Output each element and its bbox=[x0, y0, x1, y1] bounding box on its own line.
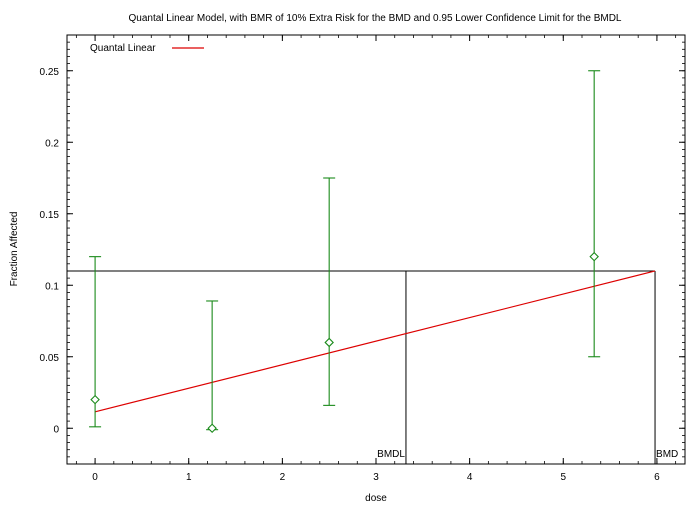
x-tick-label: 4 bbox=[467, 472, 473, 483]
bmd-label: BMD bbox=[656, 449, 678, 460]
bmdl-label: BMDL bbox=[377, 449, 405, 460]
x-tick-label: 0 bbox=[92, 472, 98, 483]
model-line bbox=[94, 270, 656, 413]
y-tick-label: 0.1 bbox=[45, 281, 59, 292]
x-tick-label: 5 bbox=[560, 472, 566, 483]
data-point bbox=[589, 251, 599, 262]
plot-frame bbox=[66, 34, 686, 465]
x-tick-label: 1 bbox=[186, 472, 192, 483]
x-tick-label: 2 bbox=[280, 472, 286, 483]
x-axis-label: dose bbox=[365, 493, 387, 504]
x-tick-label: 3 bbox=[373, 472, 379, 483]
data-point bbox=[90, 394, 100, 405]
legend: Quantal Linear bbox=[90, 43, 204, 54]
chart-title: Quantal Linear Model, with BMR of 10% Ex… bbox=[128, 13, 621, 24]
data-point bbox=[324, 337, 334, 348]
data-point bbox=[207, 423, 217, 434]
y-tick-label: 0 bbox=[53, 424, 59, 435]
axes: 0 1 2 3 4 5 6 0 0.05 0.1 0.15 0.2 0.25 bbox=[40, 34, 685, 483]
y-tick-label: 0.25 bbox=[40, 67, 60, 78]
y-tick-label: 0.15 bbox=[40, 210, 60, 221]
y-tick-label: 0.05 bbox=[40, 353, 60, 364]
y-axis-label: Fraction Affected bbox=[9, 212, 20, 287]
legend-label: Quantal Linear bbox=[90, 43, 156, 54]
y-tick-label: 0.2 bbox=[45, 138, 59, 149]
x-tick-label: 6 bbox=[654, 472, 660, 483]
marks: BMDL BMD bbox=[67, 70, 678, 464]
